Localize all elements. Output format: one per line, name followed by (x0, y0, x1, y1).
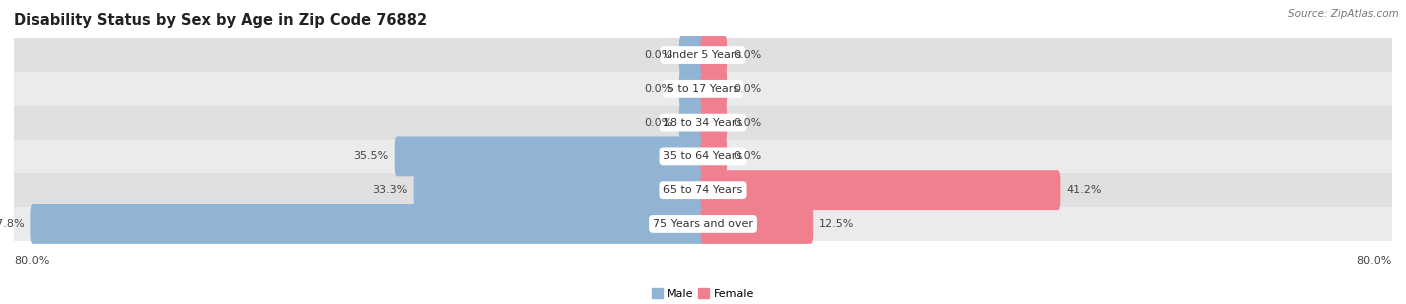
FancyBboxPatch shape (31, 204, 706, 244)
FancyBboxPatch shape (413, 170, 706, 210)
Text: 0.0%: 0.0% (644, 50, 673, 60)
FancyBboxPatch shape (14, 72, 1392, 106)
Text: 35 to 64 Years: 35 to 64 Years (664, 151, 742, 161)
FancyBboxPatch shape (14, 207, 1392, 241)
Text: 0.0%: 0.0% (733, 50, 762, 60)
Text: 0.0%: 0.0% (644, 84, 673, 94)
FancyBboxPatch shape (700, 35, 727, 75)
FancyBboxPatch shape (700, 204, 813, 244)
Text: 33.3%: 33.3% (373, 185, 408, 195)
FancyBboxPatch shape (700, 170, 1060, 210)
Text: 65 to 74 Years: 65 to 74 Years (664, 185, 742, 195)
Text: Source: ZipAtlas.com: Source: ZipAtlas.com (1288, 9, 1399, 19)
Legend: Male, Female: Male, Female (647, 284, 759, 303)
FancyBboxPatch shape (395, 136, 706, 176)
Text: Disability Status by Sex by Age in Zip Code 76882: Disability Status by Sex by Age in Zip C… (14, 13, 427, 28)
Text: 0.0%: 0.0% (644, 118, 673, 128)
FancyBboxPatch shape (679, 35, 706, 75)
FancyBboxPatch shape (14, 173, 1392, 207)
Text: 80.0%: 80.0% (14, 256, 49, 266)
Text: 12.5%: 12.5% (820, 219, 855, 229)
FancyBboxPatch shape (700, 69, 727, 109)
FancyBboxPatch shape (14, 106, 1392, 140)
FancyBboxPatch shape (14, 140, 1392, 173)
Text: Under 5 Years: Under 5 Years (665, 50, 741, 60)
Text: 77.8%: 77.8% (0, 219, 24, 229)
FancyBboxPatch shape (14, 38, 1392, 72)
Text: 5 to 17 Years: 5 to 17 Years (666, 84, 740, 94)
FancyBboxPatch shape (700, 136, 727, 176)
FancyBboxPatch shape (679, 103, 706, 143)
Text: 75 Years and over: 75 Years and over (652, 219, 754, 229)
FancyBboxPatch shape (700, 103, 727, 143)
Text: 41.2%: 41.2% (1066, 185, 1102, 195)
Text: 0.0%: 0.0% (733, 84, 762, 94)
Text: 0.0%: 0.0% (733, 118, 762, 128)
Text: 80.0%: 80.0% (1357, 256, 1392, 266)
Text: 35.5%: 35.5% (353, 151, 388, 161)
Text: 0.0%: 0.0% (733, 151, 762, 161)
FancyBboxPatch shape (679, 69, 706, 109)
Text: 18 to 34 Years: 18 to 34 Years (664, 118, 742, 128)
